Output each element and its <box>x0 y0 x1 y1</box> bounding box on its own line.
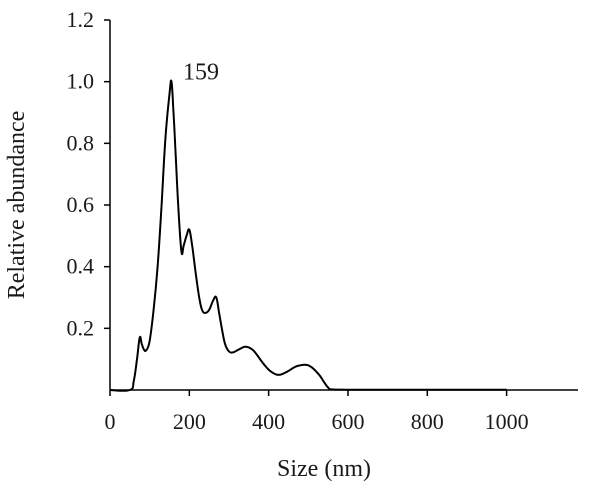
y-axis-title: Relative abundance <box>4 111 30 300</box>
y-tick-label: 1.0 <box>67 69 95 94</box>
x-axis-ticks: 0 200 400 600 800 1000 <box>105 390 529 434</box>
y-axis-ticks: 0.2 0.4 0.6 0.8 1.0 1.2 <box>67 7 110 340</box>
peak-annotation: 159 <box>183 60 219 86</box>
y-tick-label: 0.4 <box>67 254 95 279</box>
y-tick-label: 0.6 <box>67 192 95 217</box>
x-axis-title: Size (nm) <box>277 456 371 482</box>
y-tick-label: 1.2 <box>67 7 95 32</box>
x-tick-label: 800 <box>411 409 444 434</box>
x-tick-label: 600 <box>331 409 364 434</box>
x-tick-label: 1000 <box>485 409 529 434</box>
series-line <box>109 79 507 392</box>
x-tick-label: 0 <box>105 409 116 434</box>
y-tick-label: 0.2 <box>67 315 95 340</box>
x-tick-label: 400 <box>252 409 285 434</box>
x-tick-label: 200 <box>173 409 206 434</box>
y-tick-label: 0.8 <box>67 130 95 155</box>
